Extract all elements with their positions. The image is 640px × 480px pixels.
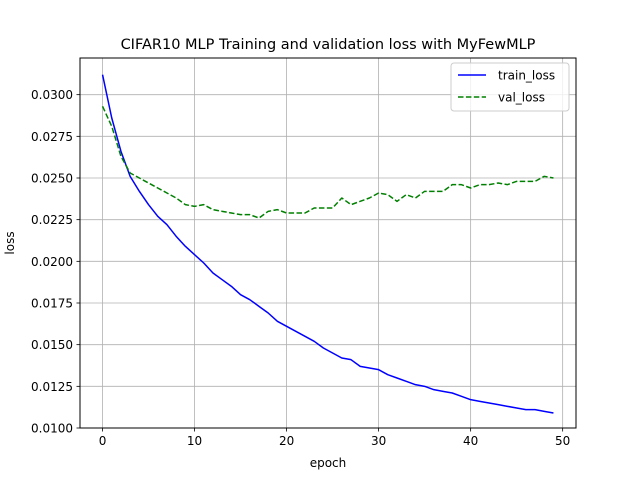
chart-title: CIFAR10 MLP Training and validation loss… [121,37,536,53]
y-tick-label: 0.0150 [31,338,73,352]
x-tick-label: 20 [279,434,294,448]
x-tick-label: 30 [371,434,386,448]
grid [80,58,576,429]
legend: train_loss val_loss [450,62,570,112]
x-tick-label: 40 [463,434,478,448]
y-tick-label: 0.0300 [31,88,73,102]
plot-frame [79,57,577,429]
x-tick-label: 0 [99,434,107,448]
y-tick-label: 0.0275 [31,130,73,144]
y-tick-label: 0.0200 [31,255,73,269]
series-lines [101,74,554,414]
y-tick-label: 0.0125 [31,380,73,394]
series-line-val-loss [101,106,554,219]
y-tick-label: 0.0250 [31,172,73,186]
x-tick-label: 10 [187,434,202,448]
y-tick-label: 0.0100 [31,422,73,436]
series-line-train-loss [101,74,554,414]
x-axis-label: epoch [310,456,347,470]
y-tick-label: 0.0175 [31,297,73,311]
legend-label-train-loss: train_loss [498,69,555,83]
y-axis-label: loss [3,231,17,254]
y-tick-label: 0.0225 [31,213,73,227]
x-tick-label: 50 [555,434,570,448]
legend-label-val-loss: val_loss [498,91,545,105]
axis-ticks: 0 10 20 30 40 50 0.0100 0.0125 0.0150 0.0175 0.020… [31,88,570,448]
